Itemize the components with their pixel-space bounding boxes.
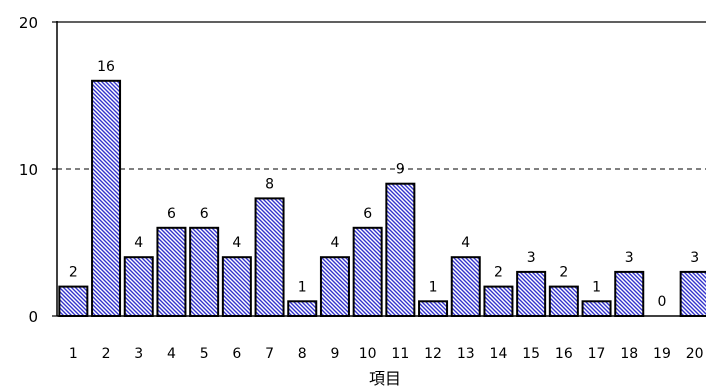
x-tick-label-16: 16 [555, 346, 573, 362]
data-label-6: 4 [232, 235, 241, 251]
bar-15 [516, 270, 547, 317]
data-label-11: 9 [396, 162, 405, 178]
bar-11 [385, 182, 416, 317]
bar-2 [91, 79, 122, 317]
data-label-20: 3 [690, 250, 699, 266]
x-tick-label-19: 19 [653, 346, 671, 362]
bar-20 [679, 270, 706, 317]
bar-14 [483, 285, 514, 318]
x-tick-label-10: 10 [359, 346, 377, 362]
bar-1 [58, 285, 89, 318]
data-label-1: 2 [69, 265, 78, 281]
x-tick-label-11: 11 [391, 346, 409, 362]
x-tick-label-15: 15 [522, 346, 540, 362]
data-label-2: 16 [97, 59, 115, 75]
data-label-19: 0 [657, 294, 666, 310]
data-label-5: 6 [200, 206, 209, 222]
bar-4 [156, 226, 187, 317]
data-label-18: 3 [625, 250, 634, 266]
x-tick-label-17: 17 [588, 346, 606, 362]
bar-7 [254, 197, 285, 317]
bar-3 [123, 256, 154, 318]
x-tick-label-20: 20 [686, 346, 704, 362]
data-label-8: 1 [298, 279, 307, 295]
data-label-10: 6 [363, 206, 372, 222]
x-tick-label-7: 7 [265, 346, 274, 362]
x-tick-label-9: 9 [330, 346, 339, 362]
data-label-15: 3 [527, 250, 536, 266]
bar-5 [189, 226, 220, 317]
data-label-13: 4 [461, 235, 470, 251]
x-tick-label-14: 14 [490, 346, 508, 362]
y-tick-label-20: 20 [19, 14, 38, 32]
data-label-17: 1 [592, 279, 601, 295]
data-label-3: 4 [134, 235, 143, 251]
x-tick-label-18: 18 [620, 346, 638, 362]
data-label-12: 1 [429, 279, 438, 295]
y-tick-label-0: 0 [28, 308, 38, 326]
x-tick-label-1: 1 [69, 346, 78, 362]
data-label-7: 8 [265, 176, 274, 192]
bar-10 [352, 226, 383, 317]
x-tick-label-12: 12 [424, 346, 442, 362]
x-axis-title: 項目 [369, 369, 401, 388]
bar-6 [221, 256, 252, 318]
bar-16 [548, 285, 579, 318]
bar-18 [614, 270, 645, 317]
bar-17 [581, 300, 612, 317]
data-label-4: 6 [167, 206, 176, 222]
x-tick-label-5: 5 [200, 346, 209, 362]
x-tick-label-8: 8 [298, 346, 307, 362]
bar-9 [319, 256, 350, 318]
data-label-16: 2 [559, 265, 568, 281]
x-tick-label-4: 4 [167, 346, 176, 362]
bar-8 [287, 300, 318, 317]
data-label-14: 2 [494, 265, 503, 281]
y-tick-label-10: 10 [19, 161, 38, 179]
x-tick-label-3: 3 [134, 346, 143, 362]
x-tick-label-2: 2 [102, 346, 111, 362]
data-label-9: 4 [330, 235, 339, 251]
x-tick-label-13: 13 [457, 346, 475, 362]
bar-13 [450, 256, 481, 318]
x-tick-label-6: 6 [232, 346, 241, 362]
bar-12 [418, 300, 449, 317]
